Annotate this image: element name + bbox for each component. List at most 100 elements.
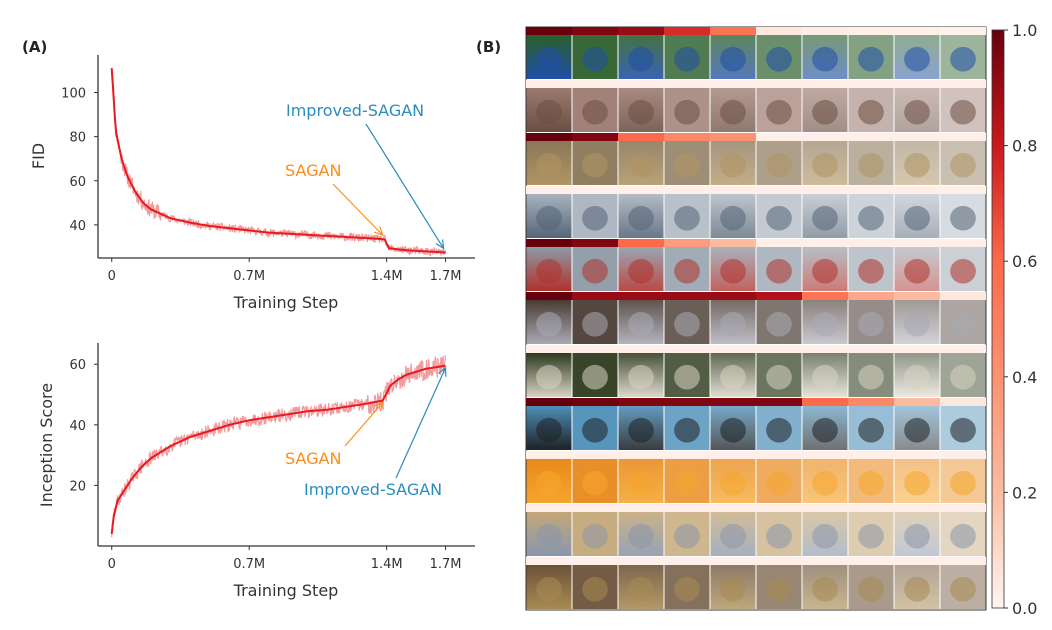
sample-object [628,417,654,443]
sample-object [766,46,792,72]
is-arrow-improved [395,367,447,479]
sample-object [812,417,838,443]
sample-object [628,152,654,178]
fid-arrow-sagan [332,183,384,236]
score-cell [526,292,572,300]
sample-object [720,576,746,602]
fid-smoothed-curve [110,68,446,254]
sample-object [628,258,654,284]
sample-object [858,152,884,178]
sample-object [674,46,700,72]
score-cell [894,27,940,35]
score-cell [664,80,710,88]
score-cell [802,398,848,406]
sample-object [674,576,700,602]
sample-object [674,258,700,284]
is-x-tick-label: 0 [108,557,116,572]
sample-object [858,470,884,496]
fid-annotation-improved: Improved-SAGAN [286,101,424,120]
colorbar-tick-label: 0.0 [1012,599,1037,618]
sample-object [536,470,562,496]
sample-object [812,576,838,602]
fid-annotation-sagan: SAGAN [285,161,341,180]
sample-object [950,152,976,178]
fid-arrowhead-sagan [374,226,384,237]
score-cell [848,239,894,247]
sample-object [858,364,884,390]
sample-object [950,523,976,549]
score-cell [664,504,710,512]
is-smoothed-curve [110,364,446,535]
score-cell [572,292,618,300]
sample-object [904,46,930,72]
is-annotation-sagan: SAGAN [285,449,341,468]
score-cell [894,504,940,512]
sample-object [720,364,746,390]
score-cell [572,186,618,194]
sample-object [812,258,838,284]
sample-object [720,470,746,496]
sample-object [582,523,608,549]
sample-object [950,311,976,337]
sample-object [582,576,608,602]
score-cell [618,239,664,247]
score-cell [894,133,940,141]
score-cell [756,398,802,406]
score-cell [802,557,848,565]
sample-object [720,311,746,337]
sample-object [766,523,792,549]
score-cell [940,504,986,512]
score-cell [848,504,894,512]
sample-object [674,152,700,178]
sample-object [720,417,746,443]
score-cell [526,80,572,88]
score-cell [526,345,572,353]
score-cell [802,133,848,141]
score-cell [618,557,664,565]
score-cell [756,345,802,353]
score-cell [710,133,756,141]
sample-object [904,417,930,443]
score-cell [572,239,618,247]
is-x-tick-label: 1.4M [371,557,403,572]
sample-object [536,523,562,549]
fid-y-tick-label: 100 [61,87,86,102]
score-cell [618,345,664,353]
sample-object [720,258,746,284]
sample-object [904,523,930,549]
is-y-tick-label: 40 [69,419,86,434]
colorbar-tick-label: 0.2 [1012,483,1037,502]
sample-object [674,99,700,125]
score-cell [940,186,986,194]
fid-x-tick-label: 1.4M [371,269,403,284]
score-cell [572,451,618,459]
inception-score-chart: Inception Score Training Step 0 0.7M 1.4M 1… [37,343,475,600]
sample-object [904,470,930,496]
score-cell [848,27,894,35]
sample-object [628,523,654,549]
sample-object [904,258,930,284]
sample-object [950,364,976,390]
sample-object [628,311,654,337]
fid-ylabel: FID [29,143,48,169]
sample-object [812,523,838,549]
score-cell [802,27,848,35]
sample-object [766,311,792,337]
fid-y-tick-label: 80 [69,131,86,146]
sample-object [582,205,608,231]
score-cell [664,398,710,406]
score-cell [894,557,940,565]
sample-object [766,417,792,443]
score-cell [756,133,802,141]
sample-object [536,99,562,125]
sample-object [766,470,792,496]
is-x-tick-label: 1.7M [430,557,462,572]
score-cell [710,557,756,565]
score-cell [710,504,756,512]
score-cell [618,292,664,300]
sample-object [766,576,792,602]
sample-object [628,99,654,125]
colorbar-tick-label: 0.4 [1012,368,1037,387]
score-cell [756,27,802,35]
sample-object [536,311,562,337]
